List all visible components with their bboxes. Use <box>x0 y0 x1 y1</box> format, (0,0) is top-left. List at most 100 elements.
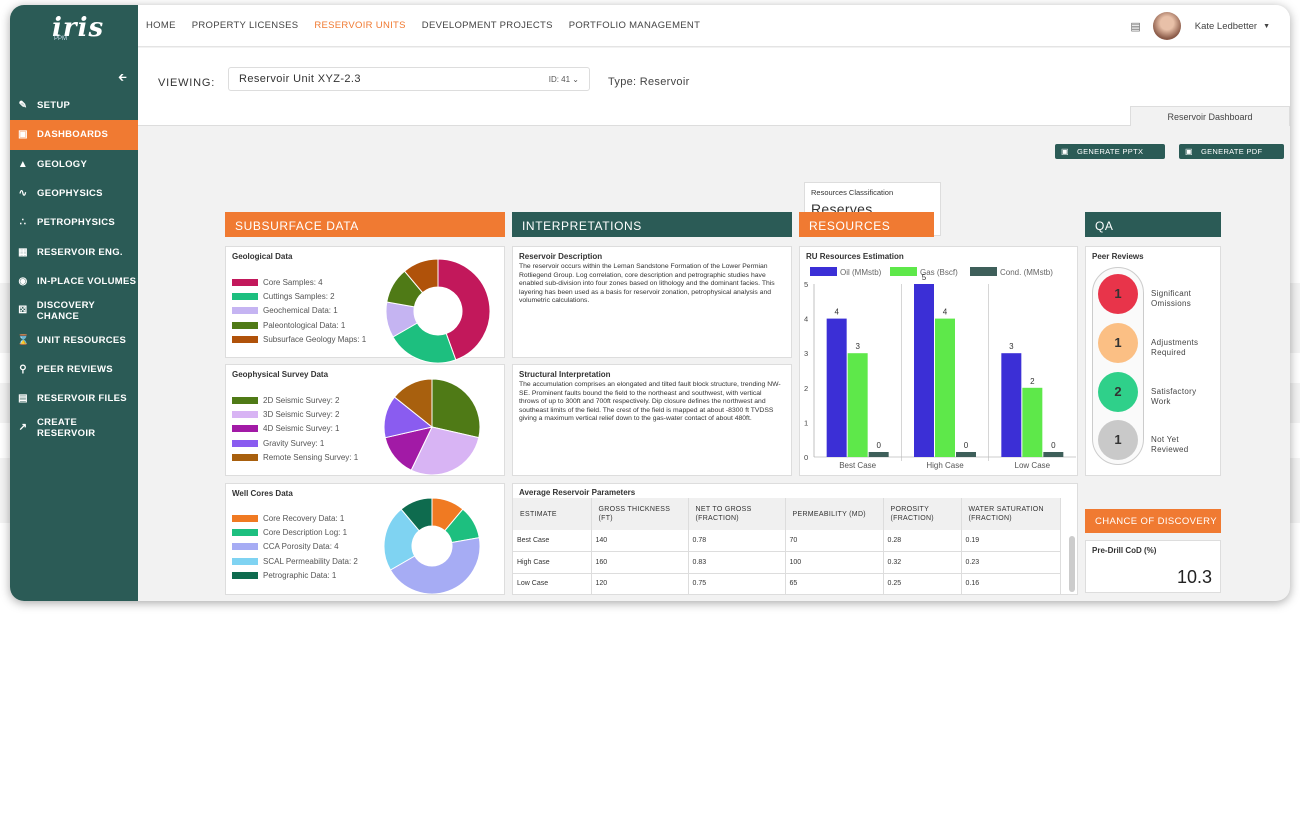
sidebar-item-create-reservoir[interactable]: ↗ CREATE RESERVOIR <box>10 413 138 442</box>
table-cell: 0.23 <box>961 551 1061 574</box>
tab-reservoir-dashboard[interactable]: Reservoir Dashboard <box>1130 106 1290 126</box>
sidebar-item-in-place-volumes[interactable]: ◉ IN-PLACE VOLUMES <box>10 267 138 296</box>
bar <box>1001 353 1022 457</box>
average-reservoir-parameters-panel: Average Reservoir Parameters ESTIMATE GR… <box>512 483 1078 595</box>
sidebar-item-label: IN-PLACE VOLUMES <box>37 275 137 287</box>
sidebar-item-label: DASHBOARDS <box>37 129 109 141</box>
bar-value-label: 3 <box>855 342 860 351</box>
legend-swatch <box>232 278 258 286</box>
reservoir-description-panel: Reservoir Description The reservoir occu… <box>512 246 792 358</box>
sidebar-item-peer-reviews[interactable]: ⚲ PEER REVIEWS <box>10 355 138 384</box>
bar <box>1022 387 1043 457</box>
camera-icon: ▣ <box>1185 147 1193 156</box>
donut-slice[interactable] <box>410 426 480 475</box>
bar-value-label: 3 <box>1009 342 1014 351</box>
y-tick-label: 2 <box>804 384 808 393</box>
table-cell: 0.28 <box>883 530 962 553</box>
section-chance-of-discovery: CHANCE OF DISCOVERY <box>1085 509 1221 533</box>
bar <box>1043 452 1064 457</box>
user-name[interactable]: Kate Ledbetter <box>1194 20 1258 32</box>
donut-slice[interactable] <box>437 259 490 361</box>
sidebar-nav: ✎ SETUP ▣ DASHBOARDS ▲ GEOLOGY ∿ GEOPHYSICS … <box>10 91 138 443</box>
satisfactory-work-badge[interactable]: 2 <box>1098 372 1138 412</box>
main-area: HOME PROPERTY LICENSES RESERVOIR UNITS D… <box>138 5 1290 601</box>
well-cores-donut-chart <box>384 498 480 594</box>
donut-slice[interactable] <box>403 259 439 294</box>
legend-swatch <box>232 410 258 418</box>
bar <box>847 353 868 457</box>
sidebar-item-label: GEOPHYSICS <box>37 188 103 200</box>
table-row: High Case 160 0.83 100 0.32 0.23 <box>513 551 1061 574</box>
legend-swatch <box>232 528 258 536</box>
legend-item: 4D Seismic Survey: 1 <box>232 422 358 436</box>
donut-slice[interactable] <box>389 537 480 594</box>
topnav-home[interactable]: HOME <box>146 20 176 31</box>
topnav-property-licenses[interactable]: PROPERTY LICENSES <box>191 20 299 31</box>
donut-slice[interactable] <box>431 379 480 439</box>
table-cell: 0.19 <box>961 530 1061 553</box>
sidebar-item-setup[interactable]: ✎ SETUP <box>10 91 138 120</box>
sidebar-item-petrophysics[interactable]: ∴ PETROPHYSICS <box>10 208 138 237</box>
sidebar-item-label: RESERVOIR ENG. <box>37 246 123 258</box>
geological-legend: Core Samples: 4 Cuttings Samples: 2 Geoc… <box>232 275 366 346</box>
sidebar-item-geology[interactable]: ▲ GEOLOGY <box>10 150 138 179</box>
top-nav-bar: HOME PROPERTY LICENSES RESERVOIR UNITS D… <box>138 5 1290 47</box>
resources-classification-title: Resources Classification <box>811 188 894 197</box>
legend-item: Paleontological Data: 1 <box>232 318 366 332</box>
topnav-development-projects[interactable]: DEVELOPMENT PROJECTS <box>421 20 553 31</box>
column-header: ESTIMATE <box>513 498 592 530</box>
sidebar-item-reservoir-files[interactable]: ▤ RESERVOIR FILES <box>10 384 138 413</box>
topnav-portfolio-management[interactable]: PORTFOLIO MANAGEMENT <box>568 20 701 31</box>
bar-value-label: 0 <box>876 441 881 450</box>
table-cell: 160 <box>591 551 689 574</box>
sidebar: iris PPM 🡰 ✎ SETUP ▣ DASHBOARDS ▲ GEOLOGY ∿… <box>10 5 138 601</box>
structural-interpretation-panel: Structural Interpretation The accumulati… <box>512 364 792 476</box>
collapse-sidebar-icon[interactable]: 🡰 <box>118 72 127 84</box>
column-header: NET TO GROSS (FRACTION) <box>688 498 786 530</box>
sidebar-item-label: UNIT RESOURCES <box>37 334 127 346</box>
app-logo[interactable]: iris <box>52 13 105 43</box>
generate-pptx-button[interactable]: ▣ GENERATE PPTX <box>1055 144 1165 159</box>
legend-item: Subsurface Geology Maps: 1 <box>232 332 366 346</box>
sidebar-item-label: CREATE RESERVOIR <box>36 416 96 439</box>
external-icon: ↗ <box>18 422 28 434</box>
sidebar-item-reservoir-eng[interactable]: ▦ RESERVOIR ENG. <box>10 237 138 266</box>
donut-slice[interactable] <box>400 498 433 532</box>
unit-id: ID: 41 ⌄ <box>548 75 579 84</box>
section-resources: RESOURCES <box>799 212 934 237</box>
donut-slice[interactable] <box>393 379 433 429</box>
not-yet-reviewed-badge[interactable]: 1 <box>1098 420 1138 460</box>
topnav-reservoir-units[interactable]: RESERVOIR UNITS <box>314 20 406 31</box>
adjustments-required-badge[interactable]: 1 <box>1098 323 1138 363</box>
sidebar-item-discovery-chance[interactable]: ⚄ DISCOVERY CHANCE <box>10 296 138 325</box>
unit-type: Type: Reservoir <box>608 76 690 88</box>
user-menu[interactable]: ▤ Kate Ledbetter ▼ <box>1130 12 1270 40</box>
table-row: Low Case 120 0.75 65 0.25 0.16 <box>513 573 1061 594</box>
avatar[interactable] <box>1152 12 1181 40</box>
sidebar-item-dashboards[interactable]: ▣ DASHBOARDS <box>10 120 138 150</box>
reservoir-unit-select[interactable]: Reservoir Unit XYZ-2.3 ID: 41 ⌄ <box>228 67 590 91</box>
geophysical-data-title: Geophysical Survey Data <box>232 370 329 379</box>
y-tick-label: 1 <box>804 418 808 427</box>
sidebar-item-geophysics[interactable]: ∿ GEOPHYSICS <box>10 179 138 208</box>
app-logo-sub: PPM <box>54 36 68 42</box>
scrollbar[interactable] <box>1069 536 1075 592</box>
viewing-bar: VIEWING: Reservoir Unit XYZ-2.3 ID: 41 ⌄… <box>138 48 1290 126</box>
caret-down-icon[interactable]: ▼ <box>1263 22 1270 30</box>
chance-of-discovery-panel: Pre-Drill CoD (%) 10.3 <box>1085 540 1221 593</box>
legend-swatch <box>232 557 258 565</box>
bar <box>956 452 976 457</box>
pencil-icon: ✎ <box>18 100 28 112</box>
table-cell: 0.75 <box>688 573 786 594</box>
generate-pdf-button[interactable]: ▣ GENERATE PDF <box>1179 144 1284 159</box>
legend-swatch <box>232 307 258 315</box>
significant-omissions-badge[interactable]: 1 <box>1098 274 1138 314</box>
bar-value-label: 5 <box>922 273 927 282</box>
sidebar-item-unit-resources[interactable]: ⌛ UNIT RESOURCES <box>10 325 138 354</box>
legend-swatch <box>232 453 258 461</box>
legend-item: 2D Seismic Survey: 2 <box>232 393 358 407</box>
chat-icon[interactable]: ▤ <box>1130 20 1141 33</box>
x-tick-label: Low Case <box>1015 461 1051 470</box>
legend-item: Core Description Log: 1 <box>232 525 358 539</box>
legend-label: Cond. (MMstb) <box>1000 268 1053 277</box>
